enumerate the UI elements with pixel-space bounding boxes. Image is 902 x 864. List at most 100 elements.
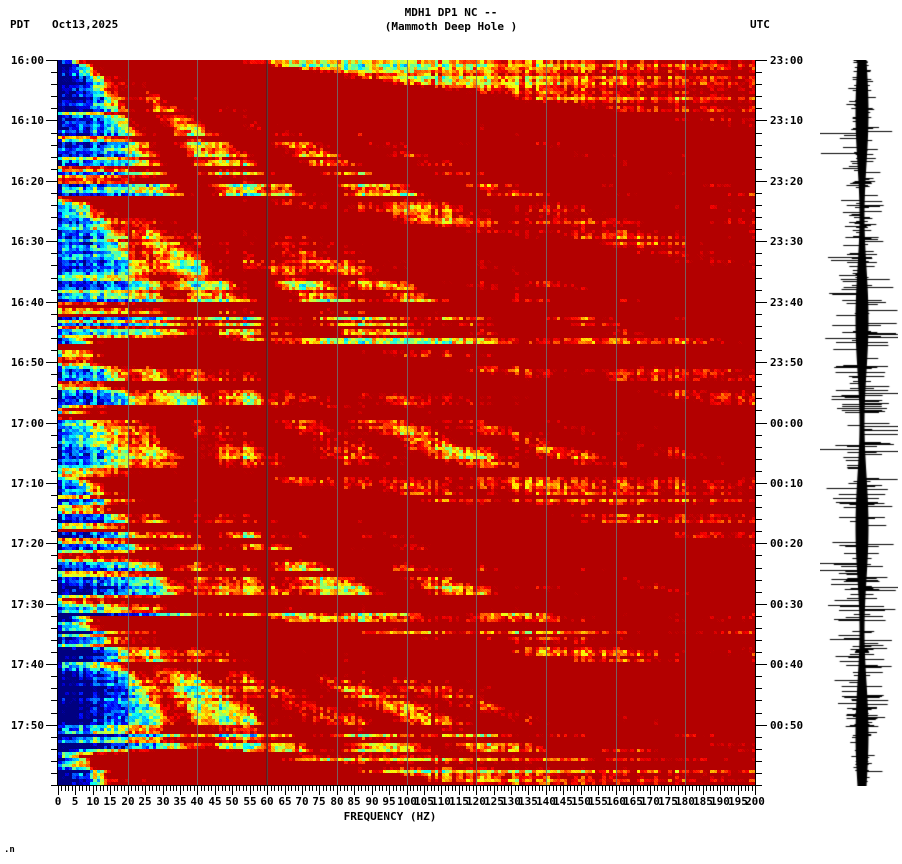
freq-minor-tick bbox=[595, 786, 596, 791]
freq-minor-tick bbox=[522, 786, 523, 791]
freq-minor-tick bbox=[553, 786, 554, 791]
freq-minor-tick bbox=[490, 786, 491, 791]
freq-minor-tick bbox=[741, 786, 742, 791]
freq-tick-label: 200 bbox=[745, 795, 765, 808]
freq-minor-tick bbox=[190, 786, 191, 791]
freq-major-tick bbox=[424, 786, 425, 795]
freq-major-tick bbox=[494, 786, 495, 795]
corner-artifact: .n bbox=[4, 845, 15, 855]
right-time-label: 23:10 bbox=[770, 114, 804, 127]
freq-minor-tick bbox=[501, 786, 502, 791]
freq-minor-tick bbox=[65, 786, 66, 791]
left-time-label: 17:30 bbox=[10, 598, 44, 611]
axis-minor-tick bbox=[51, 737, 57, 738]
freq-major-tick bbox=[528, 786, 529, 795]
axis-minor-tick bbox=[756, 495, 762, 496]
axis-minor-tick bbox=[756, 616, 762, 617]
axis-minor-tick bbox=[51, 531, 57, 532]
freq-major-tick bbox=[285, 786, 286, 795]
axis-minor-tick bbox=[756, 519, 762, 520]
freq-minor-tick bbox=[654, 786, 655, 791]
freq-tick-label: 145 bbox=[553, 795, 573, 808]
freq-major-tick bbox=[75, 786, 76, 795]
axis-major-tick bbox=[46, 181, 57, 182]
freq-tick-label: 190 bbox=[710, 795, 730, 808]
freq-minor-tick bbox=[264, 786, 265, 791]
axis-minor-tick bbox=[756, 265, 762, 266]
freq-minor-tick bbox=[309, 786, 310, 791]
axis-major-tick bbox=[756, 543, 767, 544]
right-time-label: 00:30 bbox=[770, 598, 804, 611]
left-time-label: 16:20 bbox=[10, 175, 44, 188]
freq-minor-tick bbox=[103, 786, 104, 791]
freq-minor-tick bbox=[323, 786, 324, 791]
freq-minor-tick bbox=[375, 786, 376, 791]
axis-major-tick bbox=[46, 302, 57, 303]
freq-major-tick bbox=[738, 786, 739, 795]
right-time-label: 23:20 bbox=[770, 175, 804, 188]
axis-minor-tick bbox=[51, 471, 57, 472]
axis-minor-tick bbox=[756, 205, 762, 206]
freq-major-tick bbox=[354, 786, 355, 795]
freq-minor-tick bbox=[201, 786, 202, 791]
freq-major-tick bbox=[110, 786, 111, 795]
axis-minor-tick bbox=[756, 785, 762, 786]
freq-minor-tick bbox=[159, 786, 160, 791]
axis-minor-tick bbox=[51, 278, 57, 279]
axis-major-tick bbox=[756, 362, 767, 363]
freq-tick-label: 160 bbox=[606, 795, 626, 808]
freq-minor-tick bbox=[724, 786, 725, 791]
axis-minor-tick bbox=[756, 157, 762, 158]
waveform-panel[interactable] bbox=[820, 60, 898, 786]
freq-minor-tick bbox=[525, 786, 526, 791]
freq-minor-tick bbox=[570, 786, 571, 791]
timezone-label-right: UTC bbox=[750, 18, 770, 31]
axis-major-tick bbox=[46, 543, 57, 544]
freq-tick-label: 130 bbox=[501, 795, 521, 808]
axis-minor-tick bbox=[51, 640, 57, 641]
freq-minor-tick bbox=[236, 786, 237, 791]
spectrogram-plot[interactable] bbox=[58, 60, 755, 785]
freq-major-tick bbox=[581, 786, 582, 795]
freq-minor-tick bbox=[79, 786, 80, 791]
axis-minor-tick bbox=[756, 229, 762, 230]
freq-minor-tick bbox=[330, 786, 331, 791]
freq-minor-tick bbox=[117, 786, 118, 791]
axis-minor-tick bbox=[51, 435, 57, 436]
axis-major-tick bbox=[756, 120, 767, 121]
freq-tick-label: 15 bbox=[103, 795, 117, 808]
freq-minor-tick bbox=[253, 786, 254, 791]
freq-minor-tick bbox=[211, 786, 212, 791]
freq-minor-tick bbox=[225, 786, 226, 791]
freq-minor-tick bbox=[567, 786, 568, 791]
freq-minor-tick bbox=[420, 786, 421, 791]
axis-minor-tick bbox=[51, 314, 57, 315]
freq-minor-tick bbox=[591, 786, 592, 791]
station-title-line1: MDH1 DP1 NC -- bbox=[404, 6, 498, 19]
axis-major-tick bbox=[46, 604, 57, 605]
freq-minor-tick bbox=[368, 786, 369, 791]
freq-minor-tick bbox=[413, 786, 414, 791]
freq-minor-tick bbox=[243, 786, 244, 791]
freq-tick-label: 80 bbox=[330, 795, 344, 808]
freq-minor-tick bbox=[61, 786, 62, 791]
freq-tick-label: 65 bbox=[278, 795, 292, 808]
freq-major-tick bbox=[319, 786, 320, 795]
freq-minor-tick bbox=[271, 786, 272, 791]
axis-major-tick bbox=[46, 664, 57, 665]
freq-tick-label: 165 bbox=[623, 795, 643, 808]
freq-tick-label: 110 bbox=[431, 795, 451, 808]
freq-minor-tick bbox=[218, 786, 219, 791]
freq-minor-tick bbox=[605, 786, 606, 791]
freq-minor-tick bbox=[626, 786, 627, 791]
right-time-label: 23:00 bbox=[770, 54, 804, 67]
freq-minor-tick bbox=[124, 786, 125, 791]
freq-minor-tick bbox=[657, 786, 658, 791]
freq-minor-tick bbox=[107, 786, 108, 791]
freq-major-tick bbox=[337, 786, 338, 795]
freq-minor-tick bbox=[246, 786, 247, 791]
freq-minor-tick bbox=[427, 786, 428, 791]
freq-major-tick bbox=[232, 786, 233, 795]
freq-minor-tick bbox=[410, 786, 411, 791]
freq-minor-tick bbox=[96, 786, 97, 791]
